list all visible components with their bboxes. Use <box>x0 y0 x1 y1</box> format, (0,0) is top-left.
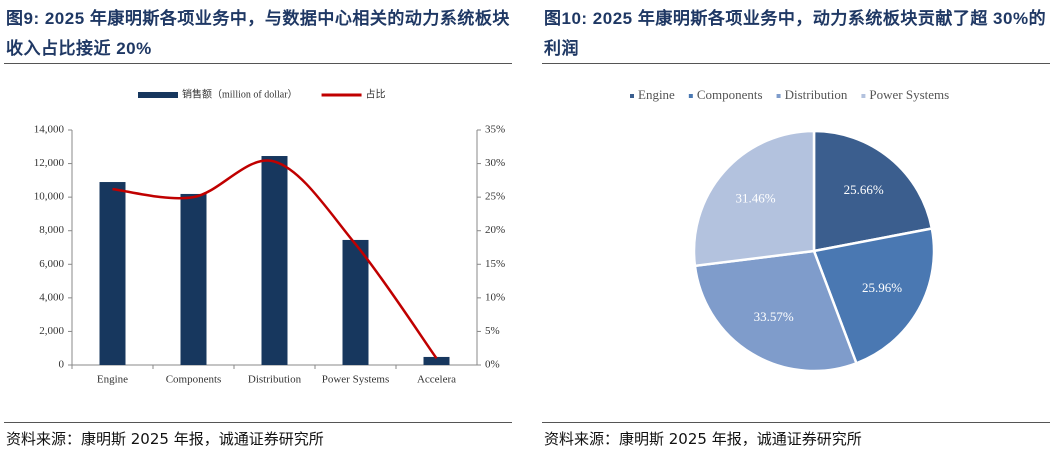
chart-title: 图10: 2025 年康明斯各项业务中，动力系统板块贡献了超 30%的利润 <box>544 9 1047 58</box>
legend-swatch <box>630 94 634 98</box>
data-label: 25.96% <box>862 280 902 295</box>
bar <box>99 182 126 365</box>
rule <box>4 422 512 423</box>
x-tick-label: Components <box>166 374 222 386</box>
x-tick-label: Power Systems <box>322 374 390 386</box>
y-tick-label: 10,000 <box>34 191 65 203</box>
chart: 0 2,000 4,000 6,000 8,000 10,000 12,000 14,000 0… <box>34 87 505 386</box>
bar <box>342 239 369 365</box>
rule <box>542 422 1050 423</box>
data-label: 33.57% <box>754 309 794 324</box>
rule <box>4 63 512 64</box>
legend-swatch <box>138 92 178 98</box>
legend-label: 占比 <box>366 87 386 100</box>
y2-tick-label: 10% <box>485 291 505 303</box>
legend-label: Engine <box>638 87 675 102</box>
y-tick-label: 8,000 <box>39 224 64 236</box>
legend-label: Distribution <box>785 87 848 102</box>
y2-tick-label: 25% <box>485 191 505 203</box>
rule <box>542 63 1050 64</box>
pie-slice <box>812 129 934 253</box>
y-tick-label: 12,000 <box>34 157 65 169</box>
legend-label: 销售额（million of dollar） <box>182 87 298 100</box>
chart: Engine Components Distribution Power System… <box>630 87 949 373</box>
pie-slice <box>692 129 816 268</box>
y-tick-label: 4,000 <box>39 291 64 303</box>
y2-tick-label: 35% <box>485 124 505 136</box>
bar <box>180 193 207 365</box>
y2-tick-label: 30% <box>485 157 505 169</box>
legend-label: Components <box>697 87 763 102</box>
chart-title: 图9: 2025 年康明斯各项业务中，与数据中心相关的动力系统板块收入占比接近 … <box>6 9 510 58</box>
data-label: 31.46% <box>735 190 775 205</box>
y2-tick-label: 15% <box>485 258 505 270</box>
pie-slice <box>693 249 859 373</box>
panel: 图10: 2025 年康明斯各项业务中，动力系统板块贡献了超 30%的利润 En… <box>538 0 1050 454</box>
y2-tick-label: 5% <box>485 325 500 337</box>
x-tick-label: Accelera <box>417 374 456 386</box>
x-tick-label: Distribution <box>248 374 302 386</box>
legend-label: Power Systems <box>869 87 949 102</box>
y-tick-label: 14,000 <box>34 124 65 136</box>
x-tick-label: Engine <box>97 374 128 386</box>
data-label: 25.66% <box>844 182 884 197</box>
bar <box>423 356 450 365</box>
source: 资料来源：康明斯 2025 年报，诚通证券研究所 <box>544 430 862 448</box>
y-tick-label: 2,000 <box>39 325 64 337</box>
bar <box>261 156 288 365</box>
legend-swatch <box>776 94 781 98</box>
panel: 图9: 2025 年康明斯各项业务中，与数据中心相关的动力系统板块收入占比接近 … <box>0 0 512 454</box>
y2-tick-label: 20% <box>485 224 505 236</box>
y-tick-label: 0 <box>59 359 65 371</box>
source: 资料来源：康明斯 2025 年报，诚通证券研究所 <box>6 430 324 448</box>
legend-swatch <box>688 94 693 98</box>
legend-swatch <box>861 94 866 98</box>
y-tick-label: 6,000 <box>39 258 64 270</box>
line <box>112 159 438 360</box>
y2-tick-label: 0% <box>485 359 500 371</box>
